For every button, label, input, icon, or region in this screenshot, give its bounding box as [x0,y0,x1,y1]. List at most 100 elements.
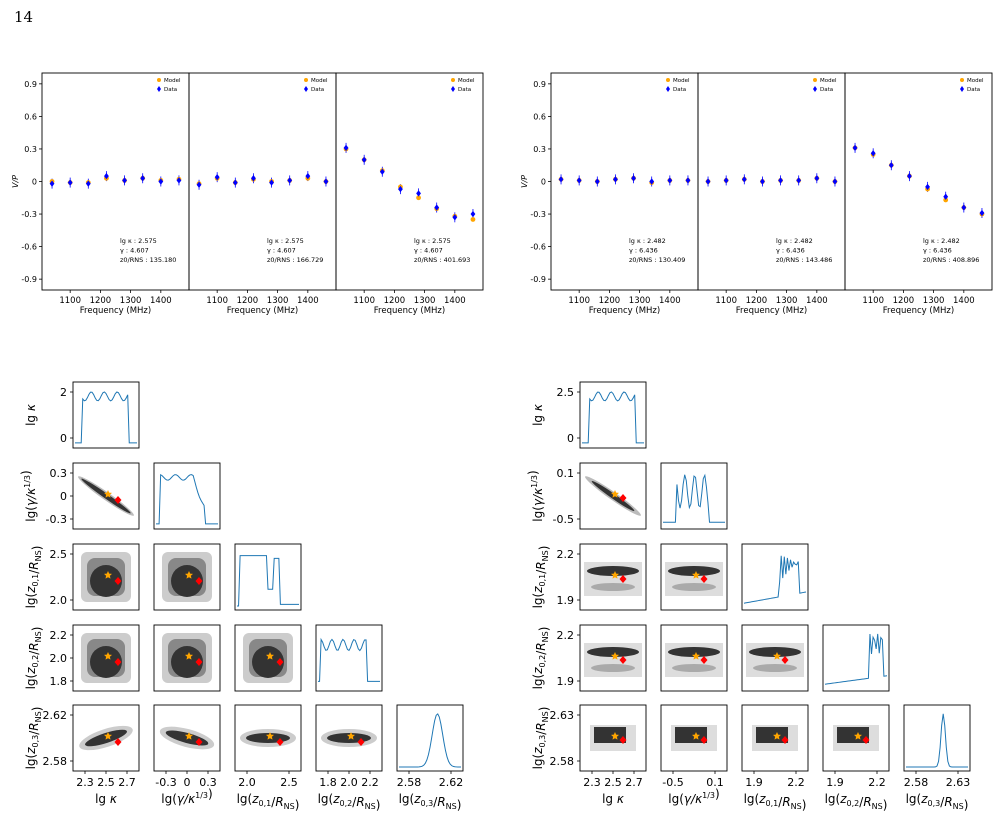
x-tick-label: 1100 [568,296,590,306]
row-axis-label: lg(z0,3/RNS) [531,707,551,770]
col-axis-label: lg κ [602,792,625,806]
y-tick-label: -0.9 [530,275,546,284]
x-tick-label: 2.62 [439,776,464,789]
x-tick-label: 2.2 [361,776,379,789]
marginal-line [156,473,218,525]
posterior-contour [668,647,720,657]
x-tick-label: 1400 [953,296,975,306]
data-point [888,162,894,169]
col-axis-label: lg(z0,3/RNS) [399,792,462,812]
marginal-panel [315,624,383,692]
true-value-star [692,732,700,740]
data-point [305,172,311,180]
marginal-line [663,473,725,523]
legend-model-label: Model [458,78,475,84]
data-point [667,177,673,184]
legend-data-label: Data [311,87,324,93]
x-tick-label: 2.58 [397,776,422,789]
data-point [760,178,765,185]
marginal-line [582,391,644,444]
x-axis-label: Frequency (MHz) [589,306,660,316]
true-value-star [347,732,355,740]
y-tick-label: 2.58 [43,755,68,768]
col-axis-label: lg(z0,1/RNS) [237,792,300,812]
x-tick-label: 2.58 [904,776,929,789]
annotation-text: lg κ : 2.482 [776,237,813,245]
y-tick-label: 0 [60,490,67,503]
data-point [723,177,729,184]
best-fit-marker [195,577,203,585]
marginal-panel [903,704,971,772]
annotation-text: z0/RNS : 143.486 [776,256,832,264]
data-point [379,168,385,175]
annotation-text: γ : 6.436 [776,247,805,255]
legend-data-marker [157,86,161,92]
y-tick-label: -0.9 [21,275,37,284]
best-fit-marker [276,658,284,666]
x-tick-label: 1400 [150,296,172,306]
legend-model-label: Model [673,78,690,84]
posterior-contour [594,727,626,743]
legend-model-label: Model [311,78,328,84]
true-value-star [692,571,700,579]
legend-model-marker [304,78,308,82]
best-fit-marker [700,575,708,583]
data-point [251,175,256,182]
y-tick-label: 2.5 [557,386,575,399]
x-tick-label: 2.63 [946,776,971,789]
best-fit-marker [781,736,789,744]
y-tick-label: 0.3 [50,467,68,480]
legend-model-marker [813,78,817,82]
x-tick-label: 1300 [120,296,142,306]
legend-model-marker [157,78,161,82]
x-tick-label: 1400 [806,296,828,306]
data-point [269,179,274,186]
x-tick-label: 1100 [715,296,737,306]
true-value-star [185,732,193,740]
marginal-panel [153,462,221,530]
x-tick-label: 1200 [893,296,915,306]
x-tick-label: 1200 [599,296,621,306]
x-tick-label: 1.9 [826,776,844,789]
y-tick-label: 0.1 [557,467,575,480]
data-point [232,179,238,186]
data-point [631,175,636,182]
legend-model-label: Model [164,78,181,84]
model-point [943,197,949,203]
posterior-contour [587,566,639,576]
y-tick-label: 2.58 [550,755,575,768]
x-tick-label: -0.3 [155,776,176,789]
data-point [343,144,349,152]
annotation-text: lg κ : 2.575 [120,237,157,245]
best-fit-marker [114,658,122,666]
posterior-contour [587,647,639,657]
marginal-line [399,713,462,768]
x-tick-label: 1300 [923,296,945,306]
x-tick-label: 1.8 [319,776,337,789]
x-tick-label: 1300 [414,296,436,306]
data-point [961,204,967,211]
legend-data-marker [813,86,817,92]
x-tick-label: 2.5 [97,776,115,789]
data-point [196,181,202,188]
posterior-contour [753,664,797,672]
x-tick-label: 1.9 [745,776,763,789]
legend-model-label: Model [967,78,984,84]
y-tick-label: 2.62 [43,709,68,722]
x-tick-label: 1200 [746,296,768,306]
y-tick-label: 2.5 [50,548,68,561]
data-point [979,209,985,217]
y-tick-label: 2.2 [557,548,575,561]
x-axis-label: Frequency (MHz) [883,306,954,316]
marginal-panel [234,543,302,611]
true-value-star [185,571,193,579]
x-tick-label: 0.1 [706,776,724,789]
y-tick-label: -0.6 [21,243,37,252]
annotation-text: z0/RNS : 408.896 [923,256,979,264]
y-axis-label: V/P [520,175,529,188]
x-tick-label: 1400 [444,296,466,306]
x-tick-label: 2.5 [604,776,622,789]
x-tick-label: 0.3 [199,776,217,789]
row-axis-label: lg κ [531,403,545,426]
marginal-line [237,555,299,607]
